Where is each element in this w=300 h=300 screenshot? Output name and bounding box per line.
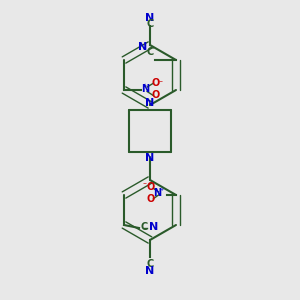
Text: C: C [146,47,154,57]
Text: C: C [146,259,154,269]
Text: $^-$: $^-$ [141,182,148,188]
Text: C: C [146,20,154,29]
Text: N: N [146,14,154,23]
Text: C: C [140,222,148,233]
Text: O: O [146,194,154,205]
Text: O: O [151,90,159,100]
Text: $^+$: $^+$ [141,83,148,89]
Text: O: O [146,182,154,193]
Text: O: O [151,78,159,88]
Text: N: N [146,98,154,108]
Text: N: N [146,266,154,275]
Text: N: N [141,84,149,94]
Text: $^-$: $^-$ [157,79,164,85]
Text: N: N [148,222,158,233]
Text: N: N [138,43,148,52]
Text: N: N [146,153,154,163]
Text: $^+$: $^+$ [158,188,165,194]
Text: N: N [154,188,162,199]
